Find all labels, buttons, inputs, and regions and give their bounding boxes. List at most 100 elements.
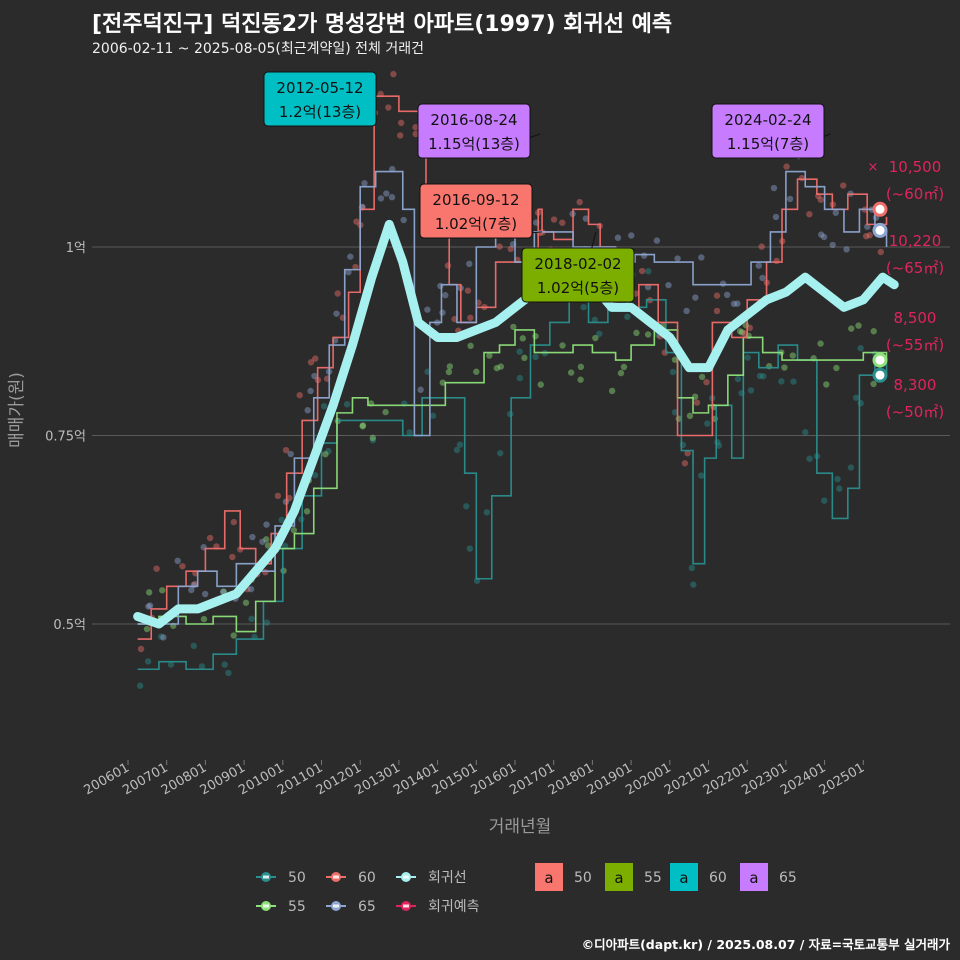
point-55 [519, 335, 526, 342]
point-65 [442, 292, 449, 299]
label-value: 1.15억(7층) [727, 135, 809, 153]
point-50 [278, 516, 285, 524]
x-axis-title: 거래년월 [489, 817, 552, 837]
forecast-price-65: 10,220 [889, 232, 942, 250]
point-50 [624, 313, 631, 320]
point-60 [444, 262, 452, 269]
point-65 [219, 588, 227, 595]
point-55 [608, 387, 616, 395]
point-50 [463, 503, 470, 510]
point-50 [744, 354, 751, 361]
point-50 [714, 438, 721, 446]
point-60 [703, 378, 710, 386]
legend-key-glyph: a [614, 869, 623, 887]
legend-label: 60 [358, 870, 376, 886]
point-55 [765, 363, 773, 370]
point-50 [806, 455, 813, 462]
point-55 [445, 368, 453, 376]
point-65 [614, 234, 622, 241]
point-50 [715, 442, 723, 449]
point-60 [684, 450, 691, 457]
legend-label-key-50: a 50 [535, 863, 592, 891]
forecast-area-65: (~65㎡) [886, 259, 944, 277]
point-50 [311, 472, 319, 479]
point-50 [688, 564, 696, 572]
point-55 [833, 364, 840, 372]
point-50 [734, 375, 742, 383]
point-65 [653, 237, 661, 244]
point-65 [160, 634, 167, 641]
source-caption: ©디아파트(dapt.kr) / 2025.08.07 / 자료=국토교통부 실… [581, 937, 950, 952]
label-date: 2016-09-12 [432, 191, 519, 209]
point-50 [190, 642, 197, 650]
trend-line [133, 219, 899, 629]
point-60 [862, 232, 870, 240]
chart-subtitle: 2006-02-11 ~ 2025-08-05(최근계약일) 전체 거래건 [92, 41, 424, 57]
label-box [419, 183, 533, 239]
point-50 [497, 449, 504, 457]
point-65 [723, 291, 731, 299]
point-65 [644, 283, 652, 291]
point-65 [582, 215, 590, 222]
forecast-area-60: (~60㎡) [886, 185, 944, 203]
point-60 [334, 290, 341, 297]
point-50 [698, 472, 705, 479]
point-55 [473, 368, 480, 375]
point-50 [790, 378, 797, 385]
point-65 [755, 262, 762, 269]
point-50 [847, 464, 855, 471]
point-50 [136, 682, 144, 689]
point-55 [617, 369, 625, 377]
legend-item-65: 65 [326, 899, 376, 915]
point-55 [359, 422, 367, 429]
point-55 [738, 329, 746, 336]
legend-glyph [333, 904, 339, 908]
point-65 [247, 585, 255, 593]
point-50 [456, 441, 464, 448]
legend-label: 회귀예측 [428, 899, 480, 915]
legend-glyph [403, 875, 409, 879]
point-55 [290, 527, 298, 534]
point-65 [400, 216, 407, 224]
forecast-markers: 10,500 (~60㎡) 10,220 (~65㎡) 8,500 (~55㎡) 8,300… [868, 158, 945, 421]
point-55 [510, 323, 517, 331]
point-55 [736, 328, 744, 335]
point-55 [242, 599, 250, 606]
label-2016-08-24: 2016-08-24 1.15억(13층) [417, 103, 541, 159]
point-50 [834, 475, 841, 483]
label-box [521, 247, 635, 303]
legend: 50 60 회귀선 55 65 회귀예측 a 50 a 55 a 60 a 65 [256, 863, 797, 915]
y-axis-title: 매매가(원) [7, 372, 27, 448]
point-65 [683, 307, 690, 315]
point-55 [467, 342, 474, 350]
label-date: 2018-02-02 [534, 255, 621, 273]
transaction-points [136, 70, 888, 689]
legend-item-60: 60 [326, 870, 376, 886]
point-55 [855, 322, 862, 329]
point-65 [249, 533, 256, 541]
point-65 [190, 581, 197, 589]
point-55 [369, 434, 377, 442]
y-tick-label-0: 0.5억 [53, 618, 86, 633]
legend-glyph [403, 904, 409, 908]
point-50 [298, 516, 305, 523]
legend-key-box [740, 863, 768, 891]
legend-key-box [670, 863, 698, 891]
point-65 [188, 586, 195, 594]
point-55 [870, 328, 877, 335]
point-60 [783, 163, 790, 170]
point-60 [229, 553, 236, 561]
legend-label: 50 [288, 870, 306, 886]
label-date: 2024-02-24 [724, 111, 811, 129]
point-60 [559, 219, 566, 226]
point-50 [343, 401, 351, 408]
point-65 [832, 209, 840, 216]
point-50 [756, 372, 764, 380]
point-50 [167, 661, 175, 668]
forecast-area-55: (~55㎡) [886, 336, 944, 354]
point-55 [559, 342, 566, 349]
point-50 [747, 387, 755, 394]
point-50 [532, 353, 539, 361]
point-60 [550, 216, 558, 223]
